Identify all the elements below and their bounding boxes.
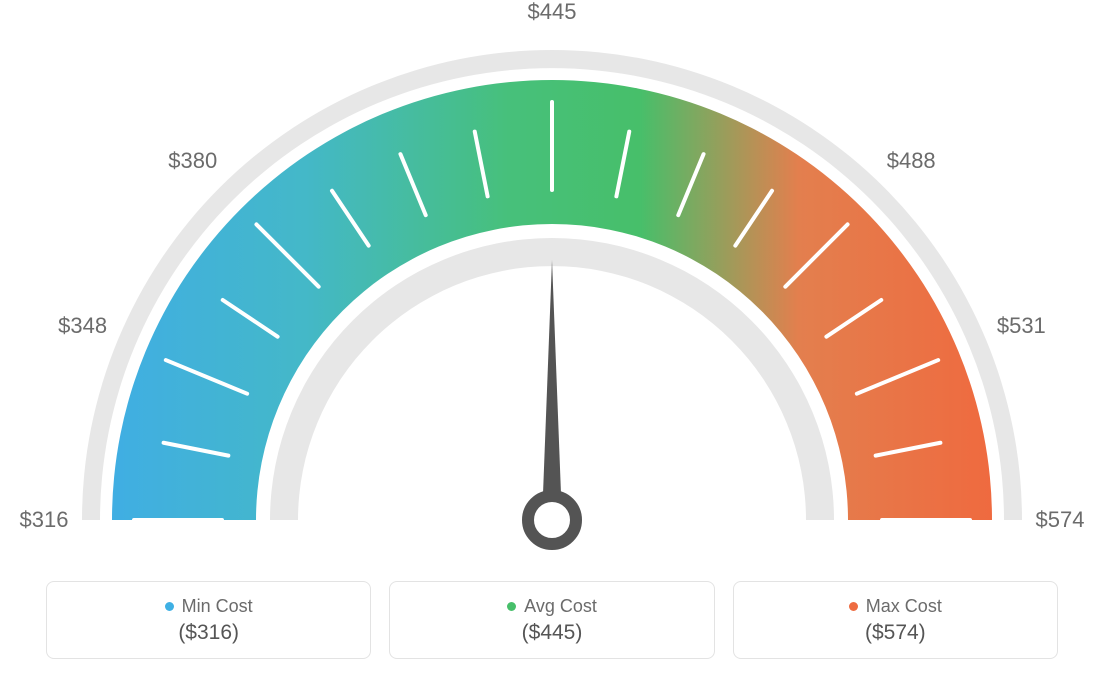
legend-dot-avg [507, 602, 516, 611]
legend-min-top: Min Cost [165, 596, 253, 617]
legend-card-avg: Avg Cost ($445) [389, 581, 714, 659]
legend-dot-min [165, 602, 174, 611]
legend-card-min: Min Cost ($316) [46, 581, 371, 659]
legend-row: Min Cost ($316) Avg Cost ($445) Max Cost… [0, 570, 1104, 670]
gauge-chart: $316 $348 $380 $445 $488 $531 $574 [0, 0, 1104, 570]
legend-max-value: ($574) [865, 621, 926, 645]
legend-max-label: Max Cost [866, 596, 942, 617]
gauge-tick-label: $488 [887, 148, 936, 174]
gauge-tick-label: $348 [58, 313, 107, 339]
legend-min-label: Min Cost [182, 596, 253, 617]
legend-avg-label: Avg Cost [524, 596, 597, 617]
gauge-tick-label: $380 [168, 148, 217, 174]
legend-avg-top: Avg Cost [507, 596, 597, 617]
gauge-tick-label: $316 [20, 507, 69, 533]
gauge-svg [0, 0, 1104, 570]
gauge-tick-label: $445 [528, 0, 577, 25]
legend-card-max: Max Cost ($574) [733, 581, 1058, 659]
legend-min-value: ($316) [178, 621, 239, 645]
legend-avg-value: ($445) [522, 621, 583, 645]
legend-dot-max [849, 602, 858, 611]
legend-max-top: Max Cost [849, 596, 942, 617]
gauge-tick-label: $531 [997, 313, 1046, 339]
gauge-tick-label: $574 [1036, 507, 1085, 533]
